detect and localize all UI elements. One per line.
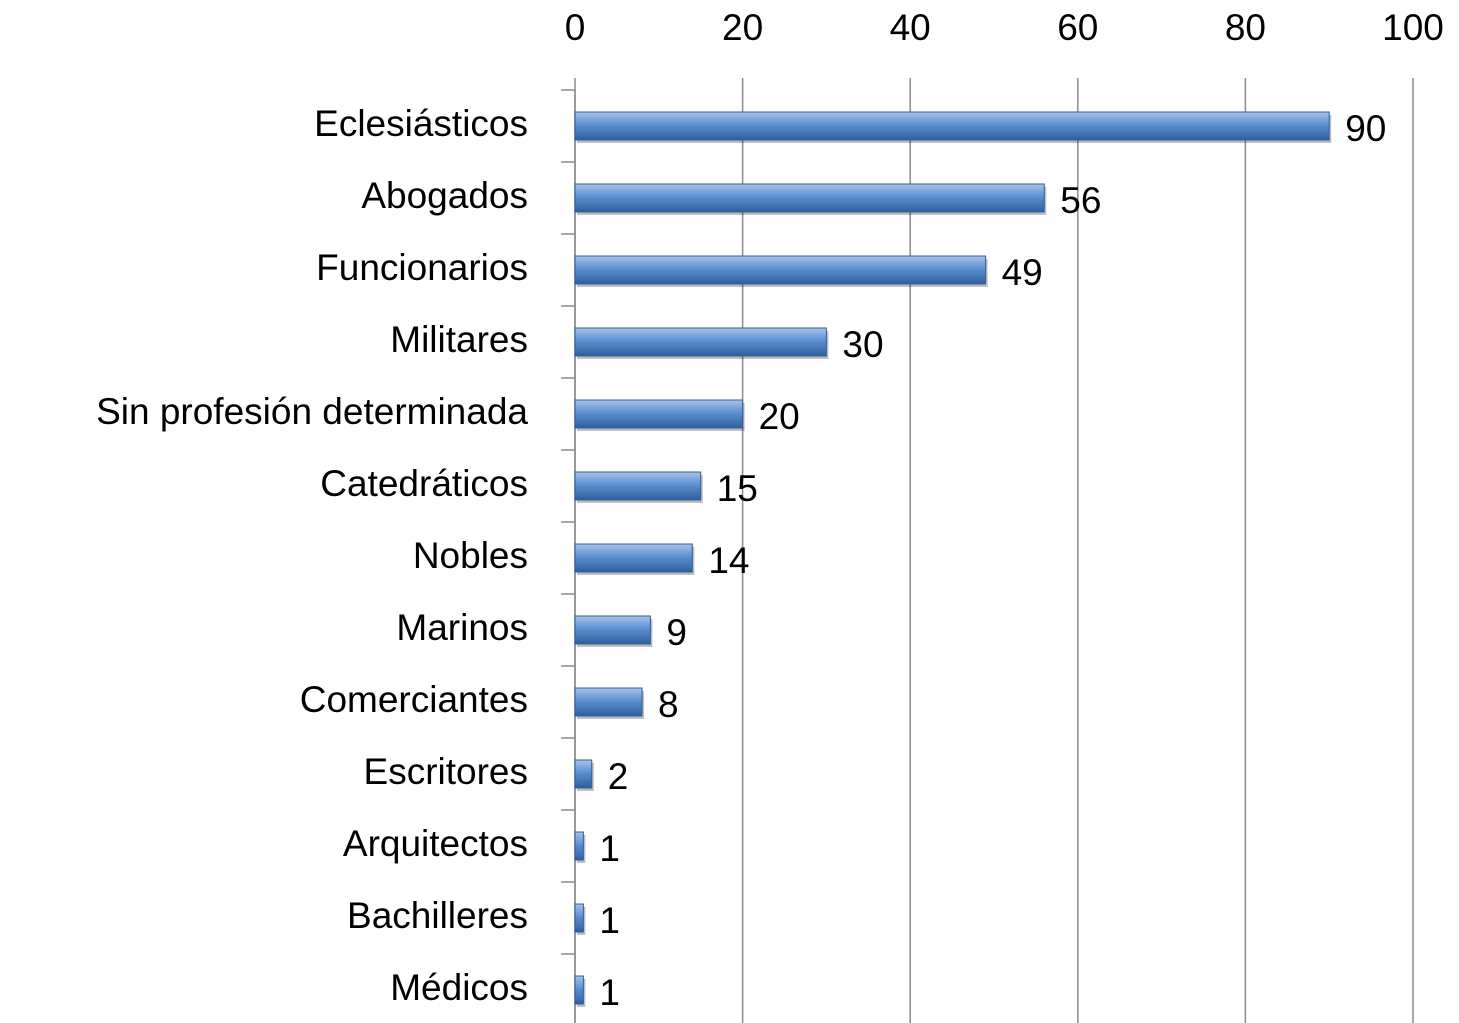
- y-tick-label: Marinos: [396, 607, 528, 648]
- x-tick-label: 40: [890, 7, 931, 48]
- data-label: 49: [1002, 252, 1043, 293]
- data-label: 2: [608, 756, 629, 797]
- y-tick-label: Escritores: [364, 751, 528, 792]
- data-label: 14: [708, 540, 749, 581]
- bar: [574, 327, 827, 357]
- x-tick-label: 100: [1382, 7, 1444, 48]
- bar: [574, 111, 1330, 141]
- y-tick-label: Sin profesión determinada: [96, 391, 528, 432]
- data-label: 30: [842, 324, 883, 365]
- data-label: 90: [1345, 108, 1386, 149]
- bar: [574, 183, 1045, 213]
- bar: [574, 399, 744, 429]
- bar: [574, 255, 987, 285]
- data-label: 8: [658, 684, 679, 725]
- y-tick-label: Funcionarios: [316, 247, 528, 288]
- bar: [574, 975, 584, 1005]
- bar: [574, 903, 584, 933]
- bar: [574, 831, 584, 861]
- y-tick-label: Abogados: [361, 175, 528, 216]
- bar: [574, 615, 651, 645]
- y-tick-label: Nobles: [413, 535, 528, 576]
- y-tick-label: Bachilleres: [347, 895, 528, 936]
- y-tick-label: Eclesiásticos: [314, 103, 528, 144]
- x-tick-label: 60: [1057, 7, 1098, 48]
- data-label: 9: [666, 612, 687, 653]
- data-label: 1: [599, 900, 620, 941]
- y-tick-label: Catedráticos: [320, 463, 528, 504]
- bar: [574, 471, 702, 501]
- x-tick-label: 20: [722, 7, 763, 48]
- data-label: 20: [759, 396, 800, 437]
- data-label: 1: [599, 972, 620, 1013]
- x-tick-label: 80: [1225, 7, 1266, 48]
- data-label: 56: [1060, 180, 1101, 221]
- data-label: 15: [717, 468, 758, 509]
- bar: [574, 687, 643, 717]
- y-tick-label: Arquitectos: [343, 823, 528, 864]
- y-tick-label: Militares: [390, 319, 528, 360]
- data-label: 1: [599, 828, 620, 869]
- x-tick-label: 0: [565, 7, 586, 48]
- bar: [574, 543, 693, 573]
- bar: [574, 759, 593, 789]
- y-tick-label: Comerciantes: [300, 679, 528, 720]
- y-tick-label: Médicos: [390, 967, 528, 1008]
